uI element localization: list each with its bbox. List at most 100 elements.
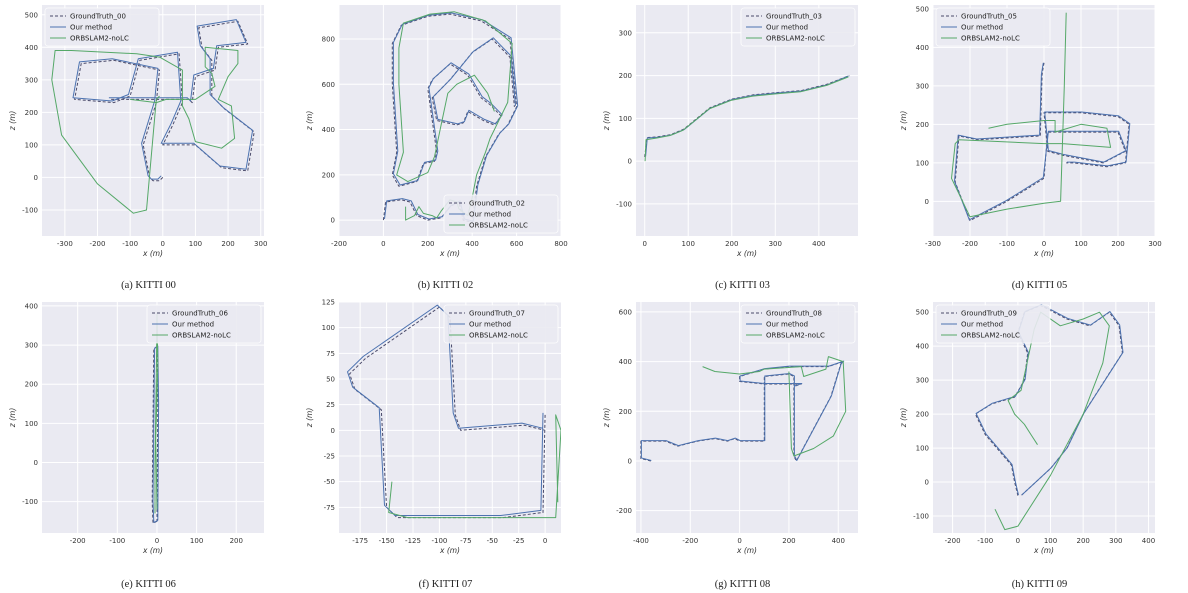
y-axis-label: z (m): [8, 111, 17, 132]
y-axis-label: z (m): [899, 408, 908, 429]
x-tick-label: 100: [1044, 537, 1057, 545]
legend-label: Our method: [469, 321, 511, 329]
series-group: [51, 19, 255, 214]
legend-label: GroundTruth_03: [766, 13, 822, 21]
x-tick-label: 300: [254, 240, 267, 248]
x-tick-label: 0: [642, 240, 646, 248]
caption-kitti05: (d) KITTI 05: [1011, 280, 1068, 291]
y-tick-label: 300: [25, 76, 38, 84]
caption-kitti07: (f) KITTI 07: [418, 579, 473, 590]
y-tick-label: 500: [916, 309, 929, 317]
plot-kitti05: -300 -200 -100 0 100 200 300 0 100 200 300 400 500 x …: [899, 5, 1162, 258]
x-tick-label: 100: [682, 240, 695, 248]
plot-kitti00: -300 -200 -100 0 100 200 300 -100 0 100 200 300 400 5…: [8, 5, 267, 258]
x-tick-label: -125: [405, 537, 421, 545]
y-tick-label: 75: [326, 350, 335, 358]
panel-kitti05: -300 -200 -100 0 100 200 300 0 100 200 300 400 500 x …: [891, 0, 1188, 296]
legend: GroundTruth_05 Our method ORBSLAM2-noLC: [935, 7, 1051, 47]
series-group: [640, 356, 847, 462]
y-tick-label: 0: [925, 479, 929, 487]
x-tick-label: 0: [161, 240, 165, 248]
series-line-2: [951, 12, 1112, 218]
x-axis-label: x (m): [1033, 249, 1054, 258]
x-tick-label: 300: [769, 240, 782, 248]
x-tick-label: 800: [554, 240, 567, 248]
legend-label: GroundTruth_00: [70, 13, 126, 21]
legend-box: [740, 304, 856, 344]
plot-kitti07: -175 -150 -125 -100 -75 -50 -25 0 -75 -50 -25 0 25 50…: [305, 299, 561, 555]
legend-box: [935, 7, 1051, 47]
y-axis-label: z (m): [305, 111, 314, 132]
x-tick-label: -200: [70, 537, 86, 545]
legend: GroundTruth_09 Our method ORBSLAM2-noLC: [935, 304, 1051, 344]
panel-kitti00: -300 -200 -100 0 100 200 300 -100 0 100 200 300 400 5…: [0, 0, 297, 296]
y-tick-label: 300: [916, 377, 929, 385]
y-tick-label: -25: [324, 453, 335, 461]
y-axis-label: z (m): [602, 408, 611, 429]
x-axis-label: x (m): [439, 249, 460, 258]
series-line-2: [994, 311, 1110, 531]
legend-label: ORBSLAM2-noLC: [70, 35, 129, 43]
x-tick-label: 400: [1142, 537, 1155, 545]
y-tick-label: 200: [25, 109, 38, 117]
series-line-1: [640, 360, 845, 461]
y-tick-label: 500: [916, 5, 929, 13]
legend-label: Our method: [766, 24, 808, 32]
series-line-0: [954, 62, 1130, 222]
x-tick-label: 200: [230, 537, 243, 545]
y-axis-label: z (m): [602, 111, 611, 132]
y-tick-label: 25: [326, 401, 335, 409]
x-axis-label: x (m): [736, 249, 757, 258]
x-tick-label: -400: [633, 537, 649, 545]
y-tick-label: 100: [916, 159, 929, 167]
legend-label: ORBSLAM2-noLC: [961, 35, 1020, 43]
series-line-1: [152, 345, 160, 523]
y-tick-label: 300: [25, 342, 38, 350]
x-tick-label: -300: [57, 240, 73, 248]
x-tick-label: 200: [1111, 240, 1124, 248]
x-tick-label: -200: [682, 537, 698, 545]
plot-kitti08: -400 -200 0 200 400 -200 0 200 400 600 x (m) z (m) G…: [602, 302, 858, 555]
x-tick-label: -50: [487, 537, 498, 545]
x-tick-label: 200: [221, 240, 234, 248]
panel-kitti06: -200 -100 0 100 200 -100 0 100 200 300 400 x (m) z (…: [0, 297, 297, 593]
x-tick-label: 200: [782, 537, 795, 545]
caption-kitti06: (e) KITTI 06: [121, 579, 176, 590]
caption-kitti09: (h) KITTI 09: [1011, 579, 1068, 590]
series-line-0: [74, 20, 255, 182]
x-tick-label: 0: [155, 537, 159, 545]
x-tick-label: 0: [1042, 240, 1046, 248]
legend-label: GroundTruth_06: [172, 310, 228, 318]
legend: GroundTruth_02 Our method ORBSLAM2-noLC: [443, 194, 559, 234]
y-tick-label: 0: [331, 427, 335, 435]
y-tick-label: 800: [322, 35, 335, 43]
legend-label: GroundTruth_02: [469, 200, 525, 208]
legend-box: [935, 304, 1051, 344]
x-tick-label: 0: [737, 537, 741, 545]
x-axis-label: x (m): [439, 546, 460, 555]
series-line-1: [954, 62, 1131, 221]
y-tick-label: -50: [324, 478, 335, 486]
x-tick-label: -75: [460, 537, 471, 545]
y-tick-label: 125: [322, 299, 335, 307]
x-tick-label: -100: [999, 240, 1015, 248]
series-group: [951, 12, 1131, 222]
y-axis-label: z (m): [899, 111, 908, 132]
y-axis-label: z (m): [8, 408, 17, 429]
legend-label: ORBSLAM2-noLC: [469, 332, 528, 340]
legend-label: Our method: [766, 321, 808, 329]
legend-label: ORBSLAM2-noLC: [172, 332, 231, 340]
y-tick-label: 100: [25, 420, 38, 428]
caption-kitti03: (c) KITTI 03: [715, 280, 770, 291]
series-line-2: [388, 414, 561, 519]
x-tick-label: 600: [510, 240, 523, 248]
legend-box: [443, 304, 559, 344]
legend-label: Our method: [961, 321, 1003, 329]
y-tick-label: -100: [22, 206, 38, 214]
x-tick-label: 400: [832, 537, 845, 545]
y-tick-label: 200: [619, 408, 632, 416]
y-tick-label: -200: [616, 507, 632, 515]
y-tick-label: 0: [925, 198, 929, 206]
series-group: [347, 304, 561, 519]
y-tick-label: 400: [25, 44, 38, 52]
